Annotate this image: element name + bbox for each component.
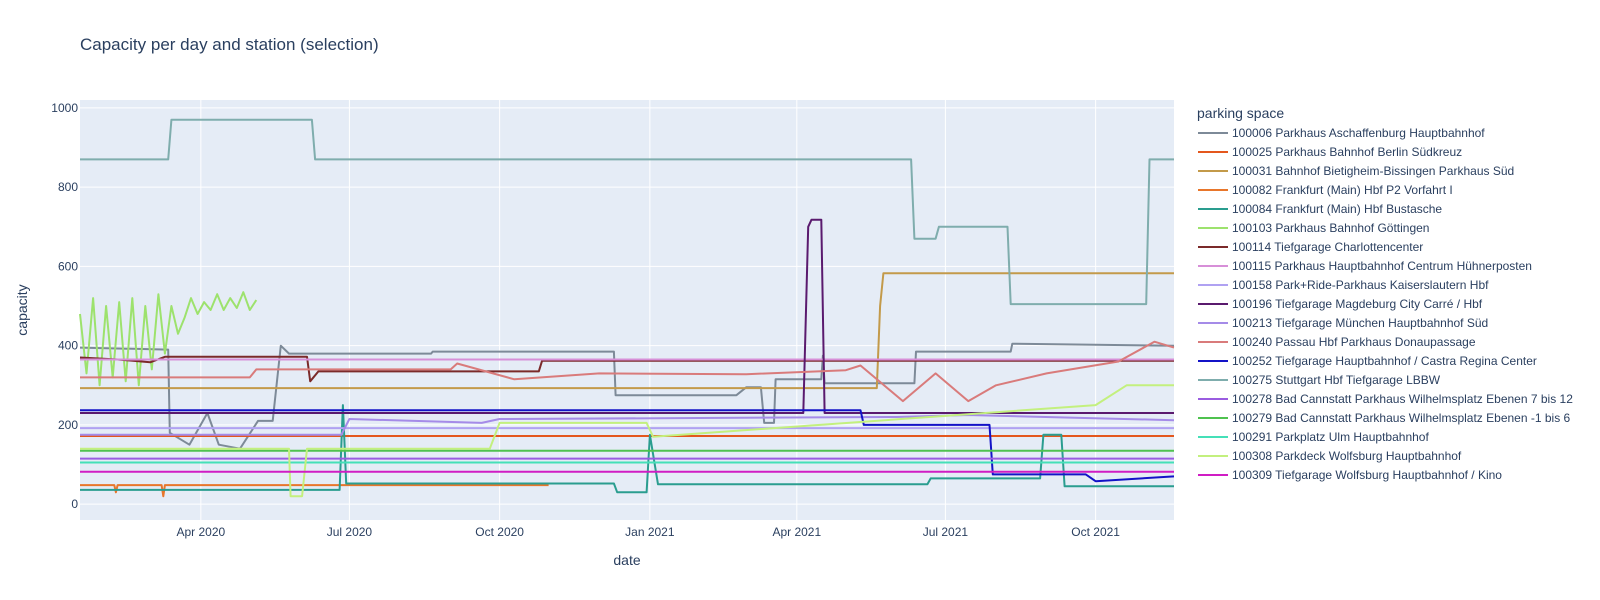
x-tick-label: Jul 2021 [923, 525, 969, 539]
legend-label: 100114 Tiefgarage Charlottencenter [1232, 240, 1423, 254]
legend-label: 100252 Tiefgarage Hauptbahnhof / Castra … [1232, 354, 1537, 368]
legend-item: 100084 Frankfurt (Main) Hbf Bustasche [1198, 202, 1442, 216]
legend-item: 100158 Park+Ride-Parkhaus Kaiserslautern… [1198, 278, 1489, 292]
x-tick-label: Apr 2021 [772, 525, 821, 539]
legend-label: 100308 Parkdeck Wolfsburg Hauptbahnhof [1232, 449, 1462, 463]
series-line [79, 291, 258, 387]
series-line [80, 409, 1175, 483]
y-tick-label: 400 [58, 339, 78, 353]
legend-label: 100031 Bahnhof Bietigheim-Bissingen Park… [1232, 164, 1514, 178]
x-tick-label: Oct 2020 [475, 525, 524, 539]
series-line [80, 272, 1174, 390]
y-tick-label: 1000 [51, 101, 78, 115]
legend-label: 100103 Parkhaus Bahnhof Göttingen [1232, 221, 1429, 235]
legend-item: 100082 Frankfurt (Main) Hbf P2 Vorfahrt … [1198, 183, 1453, 197]
legend-label: 100291 Parkplatz Ulm Hauptbahnhof [1232, 430, 1429, 444]
x-axis-ticks: Apr 2020 Jul 2020 Oct 2020 Jan 2021 Apr 2021… [176, 525, 1120, 539]
chart-title: Capacity per day and station (selection) [80, 35, 379, 54]
legend-label: 100082 Frankfurt (Main) Hbf P2 Vorfahrt … [1232, 183, 1453, 197]
legend-label: 100240 Passau Hbf Parkhaus Donaupassage [1232, 335, 1476, 349]
series-line [80, 384, 1174, 498]
series-lines [79, 118, 1175, 498]
y-axis-ticks: 0 200 400 600 800 1000 [51, 101, 78, 511]
legend-item: 100240 Passau Hbf Parkhaus Donaupassage [1198, 335, 1476, 349]
legend-item: 100031 Bahnhof Bietigheim-Bissingen Park… [1198, 164, 1514, 178]
y-axis-title: capacity [14, 284, 30, 335]
x-tick-label: Apr 2020 [176, 525, 225, 539]
legend-title: parking space [1197, 105, 1284, 121]
legend-items: 100006 Parkhaus Aschaffenburg Hauptbahnh… [1198, 126, 1573, 482]
legend-item: 100025 Parkhaus Bahnhof Berlin Südkreuz [1198, 145, 1462, 159]
y-tick-label: 800 [58, 180, 78, 194]
legend-label: 100278 Bad Cannstatt Parkhaus Wilhelmspl… [1232, 392, 1573, 406]
plot-area [80, 100, 1174, 520]
legend-label: 100196 Tiefgarage Magdeburg City Carré /… [1232, 297, 1483, 311]
y-tick-label: 600 [58, 259, 78, 273]
legend-label: 100275 Stuttgart Hbf Tiefgarage LBBW [1232, 373, 1441, 387]
x-axis-title: date [613, 552, 640, 568]
legend-label: 100115 Parkhaus Hauptbahnhof Centrum Hüh… [1232, 259, 1532, 273]
legend-item: 100115 Parkhaus Hauptbahnhof Centrum Hüh… [1198, 259, 1532, 273]
legend-item: 100114 Tiefgarage Charlottencenter [1198, 240, 1423, 254]
legend-item: 100103 Parkhaus Bahnhof Göttingen [1198, 221, 1429, 235]
legend-item: 100291 Parkplatz Ulm Hauptbahnhof [1198, 430, 1429, 444]
legend-label: 100025 Parkhaus Bahnhof Berlin Südkreuz [1232, 145, 1462, 159]
legend-item: 100252 Tiefgarage Hauptbahnhof / Castra … [1198, 354, 1537, 368]
legend-label: 100309 Tiefgarage Wolfsburg Hauptbahnhof… [1232, 468, 1502, 482]
legend-label: 100213 Tiefgarage München Hauptbahnhof S… [1232, 316, 1488, 330]
x-tick-label: Jan 2021 [625, 525, 675, 539]
x-tick-label: Jul 2020 [327, 525, 373, 539]
legend-item: 100278 Bad Cannstatt Parkhaus Wilhelmspl… [1198, 392, 1573, 406]
series-line [80, 218, 1174, 414]
legend-item: 100196 Tiefgarage Magdeburg City Carré /… [1198, 297, 1483, 311]
legend-item: 100213 Tiefgarage München Hauptbahnhof S… [1198, 316, 1488, 330]
legend-item: 100279 Bad Cannstatt Parkhaus Wilhelmspl… [1198, 411, 1571, 425]
y-tick-label: 200 [58, 418, 78, 432]
legend-item: 100006 Parkhaus Aschaffenburg Hauptbahnh… [1198, 126, 1485, 140]
y-tick-label: 0 [71, 497, 78, 511]
legend-item: 100308 Parkdeck Wolfsburg Hauptbahnhof [1198, 449, 1462, 463]
legend-label: 100279 Bad Cannstatt Parkhaus Wilhelmspl… [1232, 411, 1571, 425]
legend-label: 100006 Parkhaus Aschaffenburg Hauptbahnh… [1232, 126, 1485, 140]
series-line [80, 484, 549, 498]
legend-item: 100275 Stuttgart Hbf Tiefgarage LBBW [1198, 373, 1441, 387]
legend: parking space 100006 Parkhaus Aschaffenb… [1197, 105, 1573, 482]
x-tick-label: Oct 2021 [1071, 525, 1120, 539]
series-line [80, 118, 1174, 306]
legend-item: 100309 Tiefgarage Wolfsburg Hauptbahnhof… [1198, 468, 1502, 482]
series-line [80, 340, 1175, 403]
legend-label: 100084 Frankfurt (Main) Hbf Bustasche [1232, 202, 1442, 216]
legend-label: 100158 Park+Ride-Parkhaus Kaiserslautern… [1232, 278, 1489, 292]
